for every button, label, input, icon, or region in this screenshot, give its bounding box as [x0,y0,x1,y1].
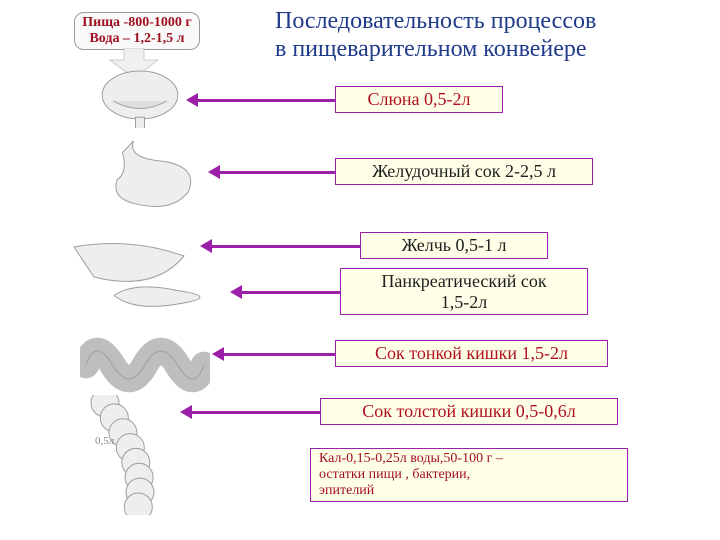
title-line-2: в пищеварительном конвейере [275,36,587,63]
watermark-text: 0,5л [95,435,114,447]
label-bile: Желчь 0,5-1 л [360,232,548,259]
organ-stomach [95,137,205,215]
label-gastric: Желудочный сок 2-2,5 л [335,158,593,185]
label-largeint: Сок толстой кишки 0,5-0,6л [320,398,618,425]
organ-large-intestine [80,395,180,515]
intake-food: Пища -800-1000 г [77,15,197,31]
title-line-1: Последовательность процессов [275,8,596,35]
organ-small-intestine [80,330,210,400]
label-feces: Кал-0,15-0,25л воды,50-100 г – остатки п… [310,448,628,502]
intake-water: Вода – 1,2-1,5 л [77,31,197,47]
organ-pancreas [110,278,230,313]
label-saliva: Слюна 0,5-2л [335,86,503,113]
label-smallint: Сок тонкой кишки 1,5-2л [335,340,608,367]
intake-box: Пища -800-1000 г Вода – 1,2-1,5 л [74,12,200,50]
organ-mouth [95,68,185,128]
label-pancr: Панкреатический сок 1,5-2л [340,268,588,315]
